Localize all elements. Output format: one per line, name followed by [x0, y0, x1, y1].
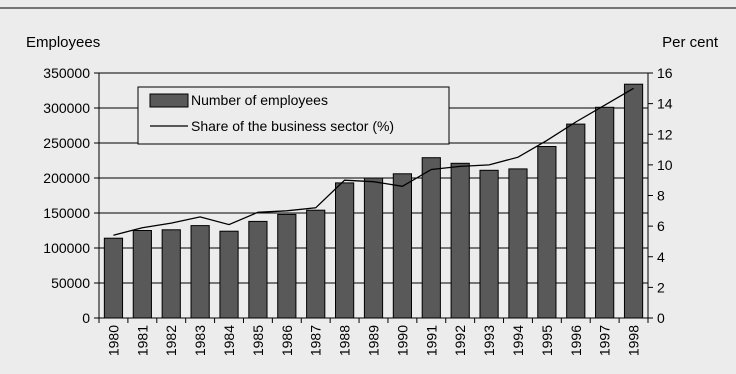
x-tick-label: 1992 — [452, 325, 468, 356]
x-tick-label: 1984 — [221, 325, 237, 356]
right-tick-label: 10 — [657, 157, 673, 173]
right-tick-label: 14 — [657, 96, 673, 112]
legend: Number of employees Share of the business… — [137, 86, 450, 145]
left-tick-label: 200000 — [43, 170, 90, 186]
x-tick-label: 1991 — [423, 325, 439, 356]
bar-1997 — [595, 106, 615, 319]
x-tick-label: 1987 — [308, 325, 324, 356]
right-tick-label: 16 — [657, 65, 673, 81]
bar-1998 — [623, 83, 644, 319]
bar-1988 — [335, 182, 355, 319]
right-tick-label: 6 — [657, 218, 665, 234]
x-tick-label: 1998 — [626, 325, 642, 356]
left-tick-label: 300000 — [43, 100, 90, 116]
legend-line-label: Share of the business sector (%) — [191, 118, 394, 134]
bar-1986 — [277, 213, 297, 319]
axes: 0 50000 100000 150000 200000 250000 300000 3500… — [43, 65, 673, 356]
x-tick-label: 1996 — [568, 325, 584, 356]
bar-1989 — [363, 177, 384, 319]
legend-box — [137, 86, 450, 145]
bar-1980 — [103, 237, 124, 319]
x-tick-label: 1994 — [510, 325, 526, 356]
x-tick-label: 1985 — [250, 325, 266, 356]
share-line — [113, 87, 634, 236]
bar-1996 — [566, 123, 586, 319]
bar-1987 — [306, 209, 326, 319]
x-tick-label: 1982 — [163, 325, 179, 356]
x-tick-label: 1988 — [337, 325, 353, 356]
x-tick-label: 1983 — [192, 325, 208, 356]
x-tick-label: 1980 — [105, 325, 121, 356]
right-tick-label: 0 — [657, 310, 665, 326]
left-axis-title: Employees — [26, 34, 100, 51]
x-tick-label: 1986 — [279, 325, 295, 356]
x-tick-label: 1995 — [539, 325, 555, 356]
bar-1993 — [479, 169, 499, 319]
left-tick-label: 0 — [82, 310, 90, 326]
left-tick-label: 250000 — [43, 135, 90, 151]
left-tick-label: 350000 — [43, 65, 90, 81]
x-tick-label: 1981 — [134, 325, 150, 356]
bar-1982 — [161, 229, 181, 319]
legend-bar-label: Number of employees — [191, 92, 328, 108]
legend-bar-swatch — [149, 93, 189, 108]
right-tick-label: 12 — [657, 126, 673, 142]
x-tick-label: 1990 — [394, 325, 410, 356]
bar-1991 — [421, 157, 441, 319]
right-axis-title: Per cent — [662, 34, 719, 51]
right-tick-label: 8 — [657, 188, 665, 204]
x-tick-label: 1997 — [597, 325, 613, 356]
x-tick-label: 1993 — [481, 325, 497, 356]
bar-1990 — [392, 173, 412, 319]
share-line-path — [113, 87, 634, 236]
bar-1994 — [508, 168, 528, 319]
left-tick-label: 150000 — [43, 205, 90, 221]
left-tick-label: 100000 — [43, 240, 90, 256]
bar-1992 — [450, 162, 470, 319]
left-tick-label: 50000 — [51, 275, 90, 291]
right-tick-label: 2 — [657, 279, 665, 295]
bar-1981 — [132, 230, 152, 319]
bar-1983 — [190, 225, 210, 319]
bar-1985 — [248, 220, 268, 319]
x-tick-label: 1989 — [366, 325, 382, 356]
bar-1995 — [537, 146, 557, 319]
right-tick-label: 4 — [657, 249, 665, 265]
bar-1984 — [219, 230, 239, 319]
